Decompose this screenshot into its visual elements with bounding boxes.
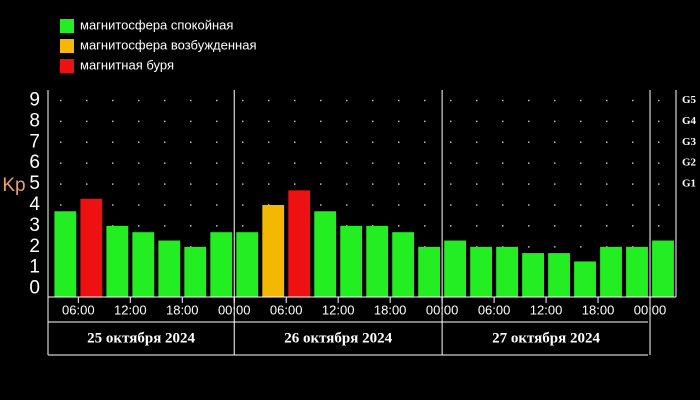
day-label: 25 октября 2024 <box>87 330 195 346</box>
bar <box>626 246 648 297</box>
x-tick-label: 18:00 <box>166 302 199 317</box>
y-tick-label: 0 <box>29 278 40 299</box>
legend-label: магнитосфера спокойная <box>80 17 233 32</box>
y2-tick-label: G5 <box>682 94 697 106</box>
bar <box>106 225 129 297</box>
bar <box>470 246 493 297</box>
y-tick-label: 7 <box>29 131 40 152</box>
y-tick-label: 5 <box>29 173 40 194</box>
x-tick-label: 00:00 <box>634 302 667 317</box>
y-tick-label: 2 <box>29 236 40 257</box>
bar <box>314 211 337 297</box>
legend-label: магнитосфера возбужденная <box>80 37 257 52</box>
bar <box>236 232 259 297</box>
bar <box>418 246 441 297</box>
x-tick-label: 00:00 <box>426 302 459 317</box>
legend-swatch <box>60 59 74 73</box>
legend-label: магнитная буря <box>80 57 174 72</box>
bar <box>184 246 207 297</box>
bar <box>496 246 519 297</box>
legend-swatch <box>60 19 74 33</box>
y-tick-label: 3 <box>29 215 40 236</box>
bar <box>132 232 155 297</box>
y2-tick-label: G1 <box>682 178 696 190</box>
bar <box>158 240 181 297</box>
x-tick-label: 06:00 <box>270 302 303 317</box>
day-label: 27 октября 2024 <box>492 330 600 346</box>
day-label: 26 октября 2024 <box>284 330 392 346</box>
y-tick-label: 9 <box>29 89 40 110</box>
bar <box>54 211 77 297</box>
y2-tick-label: G3 <box>682 136 697 148</box>
bar <box>444 240 467 297</box>
y2-tick-label: G2 <box>682 157 697 169</box>
bar <box>522 253 544 297</box>
bar <box>574 261 596 297</box>
y-tick-label: 6 <box>29 152 40 173</box>
bar <box>210 232 233 297</box>
y-tick-label: 1 <box>29 257 40 278</box>
x-tick-label: 06:00 <box>478 302 511 317</box>
bar <box>600 246 622 297</box>
x-tick-label: 12:00 <box>114 302 147 317</box>
y-tick-label: 8 <box>29 110 40 131</box>
x-tick-label: 00:00 <box>218 302 251 317</box>
x-tick-label: 12:00 <box>322 302 355 317</box>
x-tick-label: 12:00 <box>530 302 563 317</box>
y-axis-label: Kp <box>2 175 25 196</box>
bar <box>366 225 389 297</box>
bar <box>340 225 363 297</box>
bar <box>392 232 415 297</box>
x-tick-label: 06:00 <box>62 302 95 317</box>
y2-tick-label: G4 <box>682 115 697 127</box>
legend-swatch <box>60 39 74 53</box>
bar <box>652 240 674 297</box>
bar <box>288 190 311 297</box>
x-tick-label: 18:00 <box>582 302 615 317</box>
bar <box>80 198 103 297</box>
bar <box>548 253 570 297</box>
x-tick-label: 18:00 <box>374 302 407 317</box>
y-tick-label: 4 <box>29 194 40 215</box>
bar <box>262 205 285 297</box>
